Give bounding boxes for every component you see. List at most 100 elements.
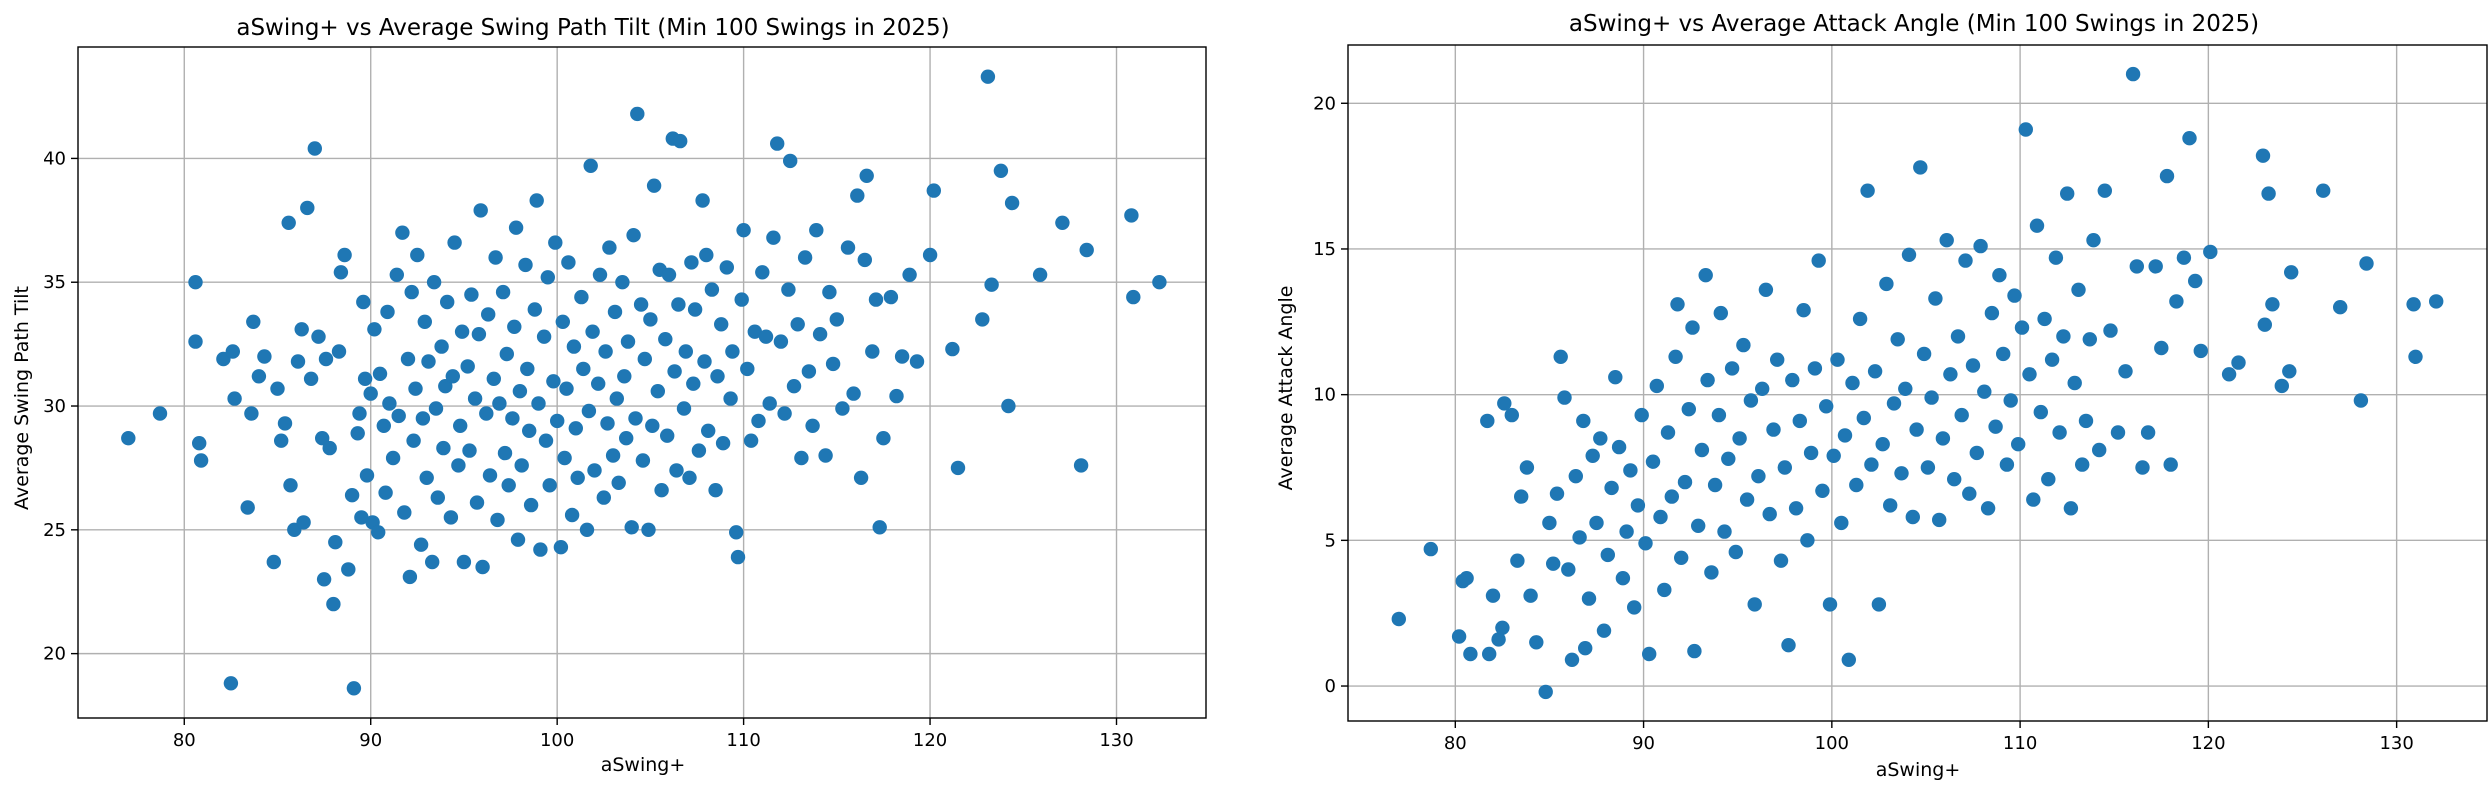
data-point [1660,425,1676,440]
data-point [734,292,749,307]
data-point [1785,372,1800,388]
data-point [1792,413,1808,429]
data-point [755,265,770,280]
data-point [281,215,296,230]
data-point [2092,442,2107,458]
data-point [1538,684,1553,700]
data-point [2159,168,2175,184]
data-point [307,141,322,156]
data-point [626,228,641,243]
y-tick-label: 0 [1325,676,1336,697]
data-points [1391,66,2444,700]
data-point [710,369,725,384]
data-point [1894,466,1909,481]
data-point [2406,297,2421,312]
data-point [2033,404,2048,420]
data-point [188,275,203,290]
data-point [1529,635,1544,650]
data-point [192,436,207,451]
data-point [1943,367,1958,382]
data-point [902,267,917,282]
axis-ticks: 80 90 100 110 120 130 0 5 10 15 20 [1313,93,2414,754]
data-point [1630,498,1646,513]
data-point [2078,413,2094,429]
data-point [714,317,729,332]
data-point [645,418,660,433]
data-point [1126,289,1141,305]
data-point [400,351,416,367]
data-point [1743,393,1759,408]
data-point [1867,364,1883,379]
data-point [356,294,371,310]
data-point [473,203,488,218]
data-point [438,379,453,394]
data-point [430,490,445,505]
data-point [2125,66,2141,82]
data-point [417,314,432,329]
data-point [290,354,306,369]
data-point [497,445,513,461]
data-point [2140,425,2156,440]
data-point [1811,253,1826,268]
data-point [801,364,817,379]
data-point [1954,407,1969,423]
data-point [1645,454,1661,469]
data-point [770,136,785,151]
data-point [1739,492,1755,507]
data-point [475,559,490,575]
data-point [510,532,526,547]
chart-title: aSwing+ vs Average Swing Path Tilt (Min … [236,15,949,41]
data-point [2037,311,2052,327]
data-point [635,453,651,468]
data-point [1687,643,1702,659]
y-tick-label: 5 [1325,530,1336,551]
data-point [357,371,373,386]
x-tick-label: 100 [1815,733,1849,754]
data-point [2169,294,2184,309]
data-point [1581,591,1597,606]
data-point [1480,413,1495,429]
data-point [1962,486,1977,501]
data-point [611,475,626,490]
data-point [1463,646,1478,662]
data-point [2284,265,2299,280]
data-point [328,535,343,550]
data-point [620,334,636,349]
data-point [404,284,419,300]
data-point [1576,413,1591,429]
data-point [2026,492,2041,507]
data-point [538,433,554,448]
data-point [1608,370,1623,385]
data-point [2265,297,2280,312]
data-point [277,416,293,431]
data-point [1707,477,1723,493]
data-point [1664,489,1680,504]
data-point [715,436,731,451]
data-point [758,329,774,344]
data-point [1704,565,1719,580]
data-point [579,522,595,537]
data-point [699,247,714,263]
data-point [660,428,675,443]
data-point [300,200,315,216]
data-point [743,433,759,448]
data-point [443,510,459,525]
grid [1348,45,2487,721]
data-point [1649,378,1665,394]
data-point [1055,215,1070,230]
grid [78,47,1206,718]
data-point [1796,303,1811,318]
data-point [607,304,623,320]
data-point [469,495,485,510]
data-point [1593,431,1608,446]
data-point [730,549,746,565]
data-point [1653,509,1668,525]
data-point [294,322,309,337]
chart-left: aSwing+ vs Average Swing Path Tilt (Min … [11,15,1207,776]
data-point [2255,148,2271,163]
data-point [1996,346,2011,362]
data-point [576,361,591,377]
data-point [531,396,546,411]
data-point [2103,323,2118,338]
